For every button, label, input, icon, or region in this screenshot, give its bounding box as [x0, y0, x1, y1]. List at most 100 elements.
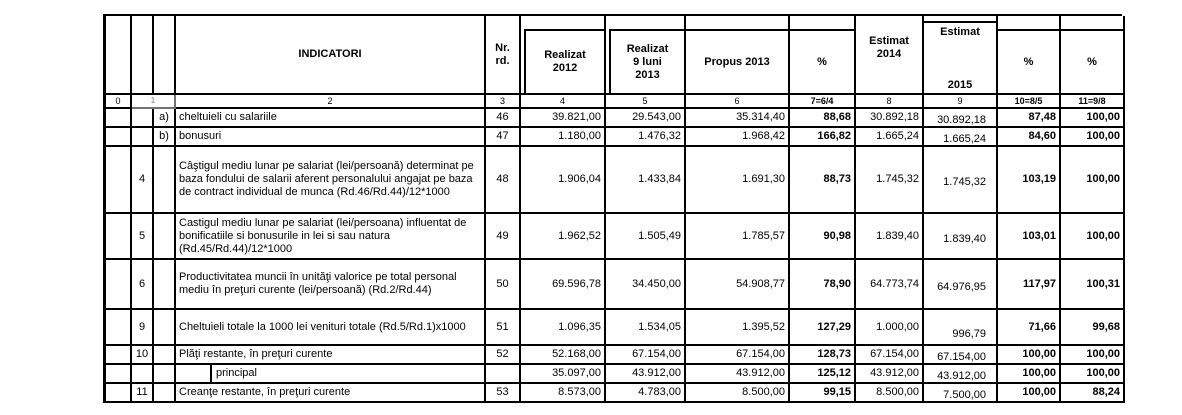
table-row: b) bonusuri 47 1.180,00 1.476,32 1.968,42 166,…	[106, 128, 1125, 147]
header-propus-2013: Propus 2013	[686, 16, 790, 95]
value-realizat-2012: 1.096,35	[521, 310, 606, 346]
colnum-2: 2	[176, 95, 486, 109]
colnum-6: 6	[686, 95, 790, 109]
value-realizat-9luni-2013: 1.476,32	[606, 128, 686, 147]
value-realizat-9luni-2013: 43.912,00	[606, 365, 686, 384]
table-header-row: INDICATORI Nr. rd. Realizat 2012 Realiza…	[106, 16, 1125, 95]
row-number-cell	[132, 109, 154, 128]
indicator-cell: Creanţe restante, în preţuri curente	[176, 384, 486, 403]
value-pct-7: 88,68	[790, 109, 856, 128]
table-row: principal 35.097,00 43.912,00 43.912,00 125,…	[106, 365, 1125, 384]
colnum-1: 1	[132, 95, 176, 109]
colnum-0: 0	[106, 95, 132, 109]
header-pct-11-label: %	[1061, 29, 1123, 93]
value-realizat-2012: 69.596,78	[521, 260, 606, 310]
row-margin-cell	[106, 310, 132, 346]
value-realizat-9luni-2013: 34.450,00	[606, 260, 686, 310]
indicator-cell: Productivitatea muncii în unităţi valori…	[176, 260, 486, 310]
value-estimat-2015: 30.892,18	[924, 109, 998, 128]
value-estimat-2014: 1.745,32	[856, 147, 924, 214]
header-estimat-2015: Estimat 2015	[924, 16, 998, 95]
value-pct-7: 99,15	[790, 384, 856, 403]
table-row: 4 Câştigul mediu lunar pe salariat (lei/p…	[106, 147, 1125, 214]
row-number-cell: 5	[132, 214, 154, 260]
row-margin-cell	[106, 260, 132, 310]
value-pct-11: 88,24	[1061, 384, 1125, 403]
table-row: 10 Plăţi restante, în preţuri curente 52 52…	[106, 346, 1125, 365]
nr-rd-cell: 51	[486, 310, 521, 346]
row-number-cell	[132, 365, 154, 384]
value-pct-10: 117,97	[998, 260, 1061, 310]
value-pct-11: 100,31	[1061, 260, 1125, 310]
value-estimat-2015-text: 43.912,00	[937, 370, 986, 382]
value-propus-2013: 8.500,00	[686, 384, 790, 403]
indicator-cell: Cheltuieli totale la 1000 lei venituri t…	[176, 310, 486, 346]
value-estimat-2015: 1.665,24	[924, 128, 998, 147]
colnum-5: 5	[606, 95, 686, 109]
colnum-11: 11=9/8	[1061, 95, 1125, 109]
header-realizat-2012-label: Realizat 2012	[524, 29, 604, 93]
value-propus-2013: 67.154,00	[686, 346, 790, 365]
value-pct-7: 128,73	[790, 346, 856, 365]
value-pct-7: 125,12	[790, 365, 856, 384]
column-number-row: 0 1 2 3 4 5 6 7=6/4 8 9 10=8/5 11=9/8	[106, 95, 1125, 109]
header-propus-2013-label: Propus 2013	[686, 29, 788, 93]
table-row: 5 Castigul mediu lunar pe salariat (lei/p…	[106, 214, 1125, 260]
value-pct-11: 100,00	[1061, 147, 1125, 214]
row-letter-cell	[154, 310, 176, 346]
row-letter-cell	[154, 147, 176, 214]
colnum-7: 7=6/4	[790, 95, 856, 109]
nr-rd-cell: 52	[486, 346, 521, 365]
value-estimat-2014: 30.892,18	[856, 109, 924, 128]
table-body: a) cheltuieli cu salariile 46 39.821,00 29.5…	[106, 109, 1125, 403]
header-estimat-2015-bottom: 2015	[947, 79, 973, 91]
colnum-10: 10=8/5	[998, 95, 1061, 109]
header-pct-10-label: %	[998, 29, 1059, 93]
value-estimat-2015: 1.745,32	[924, 147, 998, 214]
indent-cell	[176, 365, 212, 382]
indicator-cell: Castigul mediu lunar pe salariat (lei/pe…	[176, 214, 486, 260]
value-pct-11: 100,00	[1061, 365, 1125, 384]
value-propus-2013: 43.912,00	[686, 365, 790, 384]
indicator-cell: bonusuri	[176, 128, 486, 147]
value-pct-10: 100,00	[998, 365, 1061, 384]
header-realizat-9luni-2013-label: Realizat 9 luni 2013	[609, 29, 684, 93]
value-realizat-9luni-2013: 1.433,84	[606, 147, 686, 214]
indicators-table: INDICATORI Nr. rd. Realizat 2012 Realiza…	[103, 14, 1125, 403]
value-pct-10: 100,00	[998, 346, 1061, 365]
row-number-cell: 11	[132, 384, 154, 403]
value-realizat-9luni-2013: 1.505,49	[606, 214, 686, 260]
header-pct-7-label: %	[790, 29, 854, 93]
table-row: a) cheltuieli cu salariile 46 39.821,00 29.5…	[106, 109, 1125, 128]
indicator-cell: principal	[176, 365, 486, 384]
indicator-cell: cheltuieli cu salariile	[176, 109, 486, 128]
row-letter-cell	[154, 214, 176, 260]
value-estimat-2014: 1.000,00	[856, 310, 924, 346]
row-number-cell: 4	[132, 147, 154, 214]
value-pct-7: 88,73	[790, 147, 856, 214]
row-letter-cell	[154, 346, 176, 365]
value-estimat-2015-text: 7.500,00	[943, 389, 986, 401]
value-estimat-2014: 64.773,74	[856, 260, 924, 310]
row-letter-cell: b)	[154, 128, 176, 147]
value-propus-2013: 1.691,30	[686, 147, 790, 214]
nr-rd-cell: 47	[486, 128, 521, 147]
header-margin-cell	[106, 16, 132, 95]
value-propus-2013: 1.395,52	[686, 310, 790, 346]
row-margin-cell	[106, 109, 132, 128]
value-estimat-2015: 43.912,00	[924, 365, 998, 384]
value-estimat-2015-text: 1.839,40	[943, 232, 986, 245]
value-pct-10: 100,00	[998, 384, 1061, 403]
indicator-label: principal	[216, 367, 257, 379]
value-pct-10: 71,66	[998, 310, 1061, 346]
value-estimat-2015-text: 1.665,24	[943, 133, 986, 145]
value-pct-7: 90,98	[790, 214, 856, 260]
row-margin-cell	[106, 365, 132, 384]
value-estimat-2015: 67.154,00	[924, 346, 998, 365]
value-realizat-9luni-2013: 1.534,05	[606, 310, 686, 346]
header-estimat-2015-top: Estimat	[940, 26, 980, 38]
value-estimat-2015: 1.839,40	[924, 214, 998, 260]
header-realizat-2012: Realizat 2012	[521, 16, 606, 95]
value-estimat-2015-text: 1.745,32	[943, 176, 986, 188]
value-estimat-2015: 64.976,95	[924, 260, 998, 310]
